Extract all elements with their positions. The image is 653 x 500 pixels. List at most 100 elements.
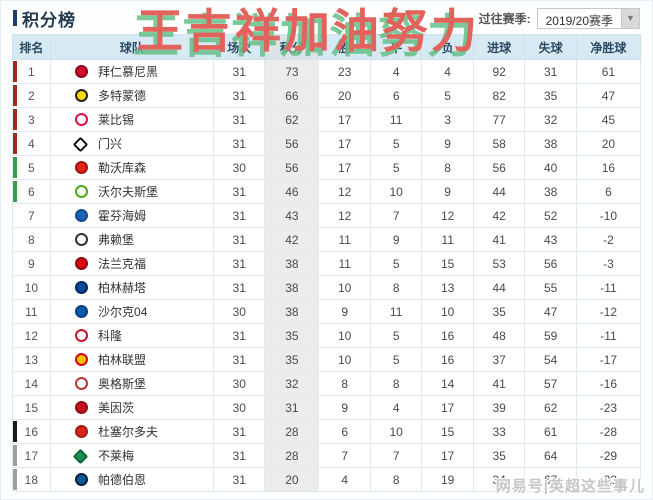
cell-draws: 7 bbox=[369, 203, 423, 228]
title-wrap: 积分榜 bbox=[13, 6, 76, 31]
rank-label: 1 bbox=[27, 64, 35, 79]
table-row: 18 帕德伯恩 31 20 4 8 19 34 67 -33 bbox=[12, 467, 642, 492]
cell-wins: 10 bbox=[318, 323, 371, 348]
cell-goal-diff: 6 bbox=[575, 179, 642, 204]
table-row: 4 门兴 31 56 17 5 9 58 38 20 bbox=[12, 131, 642, 156]
cell-points: 73 bbox=[264, 59, 320, 84]
team-cell[interactable]: 柏林赫塔 bbox=[49, 275, 214, 300]
team-cell[interactable]: 杜塞尔多夫 bbox=[49, 419, 214, 444]
column-header-played: 场次 bbox=[212, 34, 266, 60]
cell-goals-against: 40 bbox=[524, 155, 577, 180]
season-dropdown[interactable]: 2019/20赛季 ▼ bbox=[536, 7, 640, 29]
team-name: 帕德伯恩 bbox=[98, 473, 147, 487]
column-header-team: 球队 bbox=[49, 34, 214, 60]
cell-wins: 6 bbox=[318, 419, 371, 444]
team-cell[interactable]: 弗赖堡 bbox=[49, 227, 214, 252]
team-cell[interactable]: 霍芬海姆 bbox=[49, 203, 214, 228]
rank-label: 6 bbox=[27, 184, 35, 199]
cell-draws: 5 bbox=[369, 323, 423, 348]
team-cell[interactable]: 拜仁慕尼黑 bbox=[49, 59, 214, 84]
cell-goals-against: 38 bbox=[524, 131, 577, 156]
team-cell[interactable]: 多特蒙德 bbox=[49, 83, 214, 108]
cell-goals-against: 55 bbox=[524, 275, 577, 300]
rank-cell: 16 bbox=[12, 419, 51, 444]
chevron-down-icon[interactable]: ▼ bbox=[621, 8, 639, 28]
team-cell[interactable]: 奥格斯堡 bbox=[49, 371, 214, 396]
schalke-04-logo-icon bbox=[74, 305, 88, 318]
cell-goals-for: 34 bbox=[472, 467, 526, 492]
cell-goals-against: 35 bbox=[524, 83, 577, 108]
cell-points: 56 bbox=[264, 131, 320, 156]
rank-label: 15 bbox=[24, 400, 39, 415]
cell-played: 31 bbox=[212, 107, 266, 132]
cell-goals-for: 41 bbox=[472, 371, 526, 396]
team-cell[interactable]: 科隆 bbox=[49, 323, 214, 348]
table-row: 5 勒沃库森 30 56 17 5 8 56 40 16 bbox=[12, 155, 642, 180]
team-name: 沙尔克04 bbox=[98, 305, 148, 319]
hertha-berlin-logo-icon bbox=[74, 281, 88, 294]
cell-wins: 12 bbox=[318, 203, 371, 228]
cell-draws: 4 bbox=[369, 395, 423, 420]
rank-cell: 18 bbox=[12, 467, 51, 492]
cell-draws: 11 bbox=[369, 107, 423, 132]
team-cell[interactable]: 沙尔克04 bbox=[49, 299, 214, 324]
team-name: 科隆 bbox=[98, 329, 123, 343]
cell-points: 62 bbox=[264, 107, 320, 132]
table-row: 10 柏林赫塔 31 38 10 8 13 44 55 -11 bbox=[12, 275, 642, 300]
team-name: 弗赖堡 bbox=[98, 233, 135, 247]
cell-goals-for: 35 bbox=[472, 299, 526, 324]
team-cell[interactable]: 不莱梅 bbox=[49, 443, 214, 468]
rank-label: 12 bbox=[24, 328, 39, 343]
team-cell[interactable]: 法兰克福 bbox=[49, 251, 214, 276]
table-row: 14 奥格斯堡 30 32 8 8 14 41 57 -16 bbox=[12, 371, 642, 396]
cell-played: 30 bbox=[212, 395, 266, 420]
cell-played: 31 bbox=[212, 203, 266, 228]
cell-goals-for: 33 bbox=[472, 419, 526, 444]
cell-goals-for: 37 bbox=[472, 347, 526, 372]
team-cell[interactable]: 帕德伯恩 bbox=[49, 467, 214, 492]
team-cell[interactable]: 门兴 bbox=[49, 131, 214, 156]
paderborn-logo-icon bbox=[74, 473, 88, 486]
team-cell[interactable]: 美因茨 bbox=[49, 395, 214, 420]
table-row: 2 多特蒙德 31 66 20 6 5 82 35 47 bbox=[12, 83, 642, 108]
cell-played: 31 bbox=[212, 83, 266, 108]
cell-goal-diff: 47 bbox=[575, 83, 642, 108]
cell-points: 38 bbox=[264, 251, 320, 276]
rank-cell: 17 bbox=[12, 443, 51, 468]
rank-cell: 14 bbox=[12, 371, 51, 396]
cell-losses: 19 bbox=[421, 467, 474, 492]
cell-goal-diff: 16 bbox=[575, 155, 642, 180]
column-header-draws: 平 bbox=[369, 34, 423, 60]
team-name: 拜仁慕尼黑 bbox=[98, 65, 159, 79]
team-cell[interactable]: 柏林联盟 bbox=[49, 347, 214, 372]
column-header-goal-diff: 净胜球 bbox=[575, 34, 642, 60]
cell-losses: 14 bbox=[421, 371, 474, 396]
dusseldorf-logo-icon bbox=[74, 425, 88, 438]
cell-wins: 9 bbox=[318, 299, 371, 324]
team-cell[interactable]: 莱比锡 bbox=[49, 107, 214, 132]
leverkusen-logo-icon bbox=[74, 161, 88, 174]
cell-played: 31 bbox=[212, 419, 266, 444]
cell-draws: 5 bbox=[369, 155, 423, 180]
cell-goals-against: 47 bbox=[524, 299, 577, 324]
rank-label: 14 bbox=[24, 376, 39, 391]
cell-goal-diff: -12 bbox=[575, 299, 642, 324]
rank-cell: 4 bbox=[12, 131, 51, 156]
cell-wins: 17 bbox=[318, 107, 371, 132]
qualification-bar bbox=[13, 445, 17, 466]
cell-losses: 16 bbox=[421, 347, 474, 372]
cell-goals-for: 82 bbox=[472, 83, 526, 108]
team-cell[interactable]: 沃尔夫斯堡 bbox=[49, 179, 214, 204]
cell-played: 31 bbox=[212, 323, 266, 348]
table-row: 9 法兰克福 31 38 11 5 15 53 56 -3 bbox=[12, 251, 642, 276]
cell-played: 30 bbox=[212, 299, 266, 324]
table-row: 13 柏林联盟 31 35 10 5 16 37 54 -17 bbox=[12, 347, 642, 372]
team-name: 杜塞尔多夫 bbox=[98, 425, 159, 439]
column-header-losses: 负 bbox=[421, 34, 474, 60]
rank-label: 9 bbox=[27, 256, 35, 271]
page-title: 积分榜 bbox=[22, 10, 76, 30]
team-cell[interactable]: 勒沃库森 bbox=[49, 155, 214, 180]
koln-logo-icon bbox=[74, 329, 88, 342]
cell-goal-diff: -17 bbox=[575, 347, 642, 372]
cell-losses: 10 bbox=[421, 299, 474, 324]
